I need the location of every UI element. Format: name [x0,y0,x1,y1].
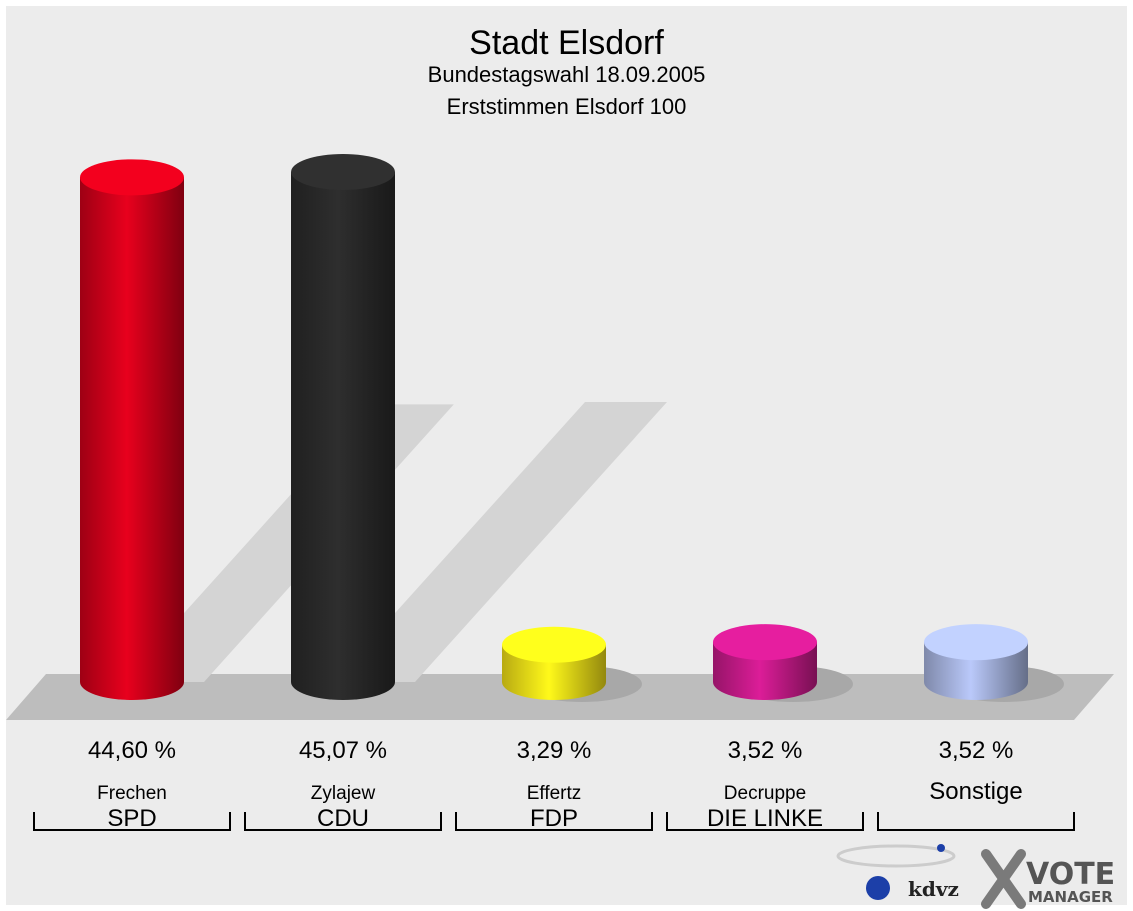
bar-effertz [502,626,642,702]
bar-body [291,172,395,700]
logo-vote-text: VOTE [1026,857,1115,892]
category-bracket [33,812,231,831]
chart-subtitle-election: Bundestagswahl 18.09.2005 [427,62,706,87]
party-label: SPD [107,805,156,832]
value-label: 3,52 % [728,737,803,764]
value-label: 44,60 % [88,737,176,764]
bar-zylajew [291,154,667,700]
category-bracket [666,812,864,831]
kdvz-vote-manager-logo: kdvz VOTE MANAGER [836,844,1115,909]
bar-sonstige [924,624,1064,702]
value-label: 45,07 % [299,737,387,764]
candidate-label: Decruppe [724,783,806,804]
party-label: FDP [530,805,578,832]
logo-manager-text: MANAGER [1028,888,1113,906]
value-label: 3,52 % [939,737,1014,764]
logo-kdvz-text: kdvz [908,877,959,901]
bar-decruppe [713,624,853,702]
candidate-label: Sonstige [929,778,1022,805]
bar-top [924,624,1028,661]
candidate-label: Effertz [527,783,582,804]
party-label: CDU [317,805,369,832]
category-bracket [877,812,1075,831]
category-bracket [455,812,653,831]
chart-subtitle-district: Erststimmen Elsdorf 100 [446,94,687,119]
candidate-label: Zylajew [311,783,376,804]
bar-top [80,159,184,196]
category-bracket [244,812,442,831]
bar-body [80,177,184,701]
bar-shadow [333,402,667,682]
bar-top [713,624,817,661]
chart-title: Stadt Elsdorf [469,24,664,62]
bar-top [502,626,606,663]
chart-panel: Stadt Elsdorf Bundestagswahl 18.09.2005 … [6,6,1127,909]
candidate-label: Frechen [97,783,167,804]
bar-top [291,154,395,190]
party-label: DIE LINKE [707,805,823,832]
value-label: 3,29 % [517,737,592,764]
